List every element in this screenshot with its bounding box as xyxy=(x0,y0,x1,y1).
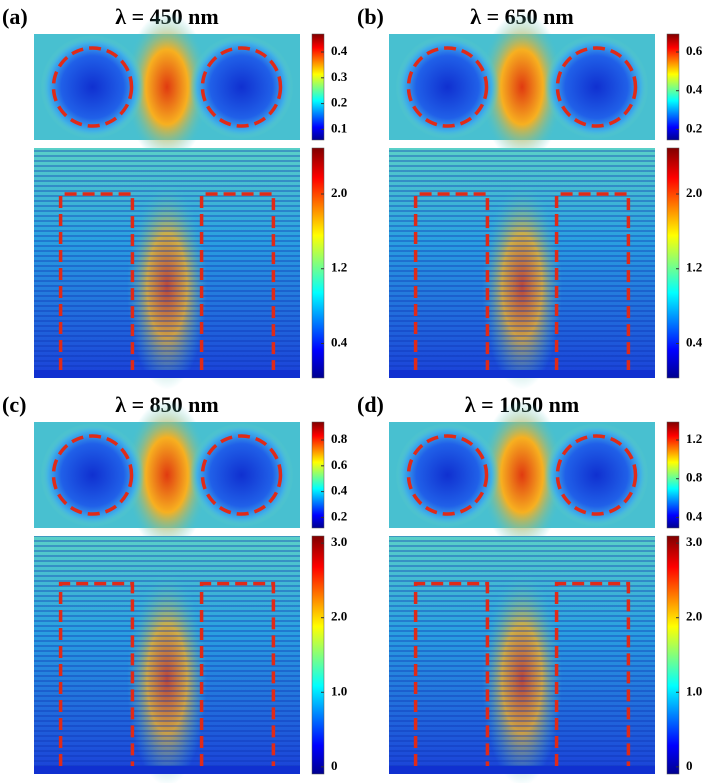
nanowire-outline xyxy=(200,46,283,128)
colorbar-tick-label: 0.4 xyxy=(331,483,348,498)
nanowire-field xyxy=(40,35,145,139)
colorbar-tick-label: 0.2 xyxy=(331,508,347,523)
colorbar-tick-label: 0.6 xyxy=(331,457,348,472)
top-field-map xyxy=(389,12,655,162)
colorbar-tick-label: 2.0 xyxy=(331,609,347,624)
colorbar xyxy=(666,535,680,775)
stripes xyxy=(34,536,300,774)
colorbar-tick-label: 3.0 xyxy=(686,534,702,549)
substrate xyxy=(389,766,655,774)
bottom-field-map xyxy=(389,536,655,783)
nanowire-field xyxy=(189,35,294,139)
stripes xyxy=(34,148,300,378)
colorbar-tick-label: 1.0 xyxy=(686,683,702,698)
colorbar-tick-label: 0.8 xyxy=(331,431,348,446)
nanowire-outline xyxy=(58,581,135,766)
colorbar-tick-label: 0.4 xyxy=(686,82,703,97)
colorbar-tick-label: 2.0 xyxy=(331,185,347,200)
colorbar-tick-label: 0.2 xyxy=(331,95,347,110)
nanowire-outline xyxy=(51,434,134,516)
nanowire-outline xyxy=(406,46,489,128)
nanowire-outline xyxy=(200,434,283,516)
stripes xyxy=(389,536,655,774)
substrate xyxy=(34,370,300,378)
top-field-map xyxy=(389,400,655,550)
colorbar-tick-label: 0.4 xyxy=(686,334,703,349)
colorbar-tick-label: 0.8 xyxy=(686,470,703,485)
bottom-field-map xyxy=(389,148,655,390)
colorbar xyxy=(311,147,325,379)
nanowire-outline xyxy=(555,46,638,128)
nanowire-outline xyxy=(413,581,490,766)
colorbar-tick-label: 0.4 xyxy=(331,43,348,58)
panel-label: (c) xyxy=(2,392,26,417)
colorbar-tick-label: 0.3 xyxy=(331,69,348,84)
nanowire-field xyxy=(544,423,649,527)
hotspot xyxy=(125,12,209,162)
nanowire-outline xyxy=(199,581,276,766)
nanowire-field xyxy=(40,423,145,527)
top-field-map xyxy=(34,12,300,162)
panel-label: (d) xyxy=(357,392,384,417)
stripes xyxy=(389,148,655,378)
nanowire-outline xyxy=(406,434,489,516)
colorbar-tick-label: 0 xyxy=(331,758,338,773)
colorbar-tick-label: 0 xyxy=(686,758,693,773)
nanowire-field xyxy=(189,423,294,527)
colorbar-tick-label: 1.2 xyxy=(686,431,702,446)
colorbar-tick-label: 1.0 xyxy=(331,683,347,698)
colorbar xyxy=(666,33,680,141)
nanowire-outline xyxy=(413,192,490,370)
colorbar xyxy=(311,33,325,141)
colorbar-tick-label: 0.6 xyxy=(686,43,703,58)
colorbar xyxy=(666,147,680,379)
hotspot xyxy=(125,400,209,550)
nanowire-field xyxy=(395,35,500,139)
nanowire-outline xyxy=(554,192,631,370)
colorbar-tick-label: 1.2 xyxy=(331,260,347,275)
colorbar-tick-label: 0.2 xyxy=(686,120,702,135)
nanowire-outline xyxy=(199,192,276,370)
nanowire-field xyxy=(544,35,649,139)
colorbar-tick-label: 0.4 xyxy=(686,508,703,523)
panel-label: (a) xyxy=(2,4,28,29)
colorbar-tick-label: 0.4 xyxy=(331,334,348,349)
hotspot xyxy=(480,12,564,162)
colorbar-tick-label: 3.0 xyxy=(331,534,347,549)
bottom-field-map xyxy=(34,536,300,783)
nanowire-outline xyxy=(58,192,135,370)
hotspot xyxy=(480,400,564,550)
colorbar-tick-label: 1.2 xyxy=(686,260,702,275)
colorbar xyxy=(311,421,325,529)
colorbar-tick-label: 2.0 xyxy=(686,185,702,200)
top-field-map xyxy=(34,400,300,550)
colorbar xyxy=(666,421,680,529)
nanowire-outline xyxy=(555,434,638,516)
nanowire-outline xyxy=(554,581,631,766)
bottom-field-map xyxy=(34,148,300,390)
substrate xyxy=(34,766,300,774)
nanowire-field xyxy=(395,423,500,527)
substrate xyxy=(389,370,655,378)
colorbar-tick-label: 2.0 xyxy=(686,609,702,624)
nanowire-outline xyxy=(51,46,134,128)
panel-label: (b) xyxy=(357,4,384,29)
colorbar-tick-label: 0.1 xyxy=(331,120,347,135)
colorbar xyxy=(311,535,325,775)
